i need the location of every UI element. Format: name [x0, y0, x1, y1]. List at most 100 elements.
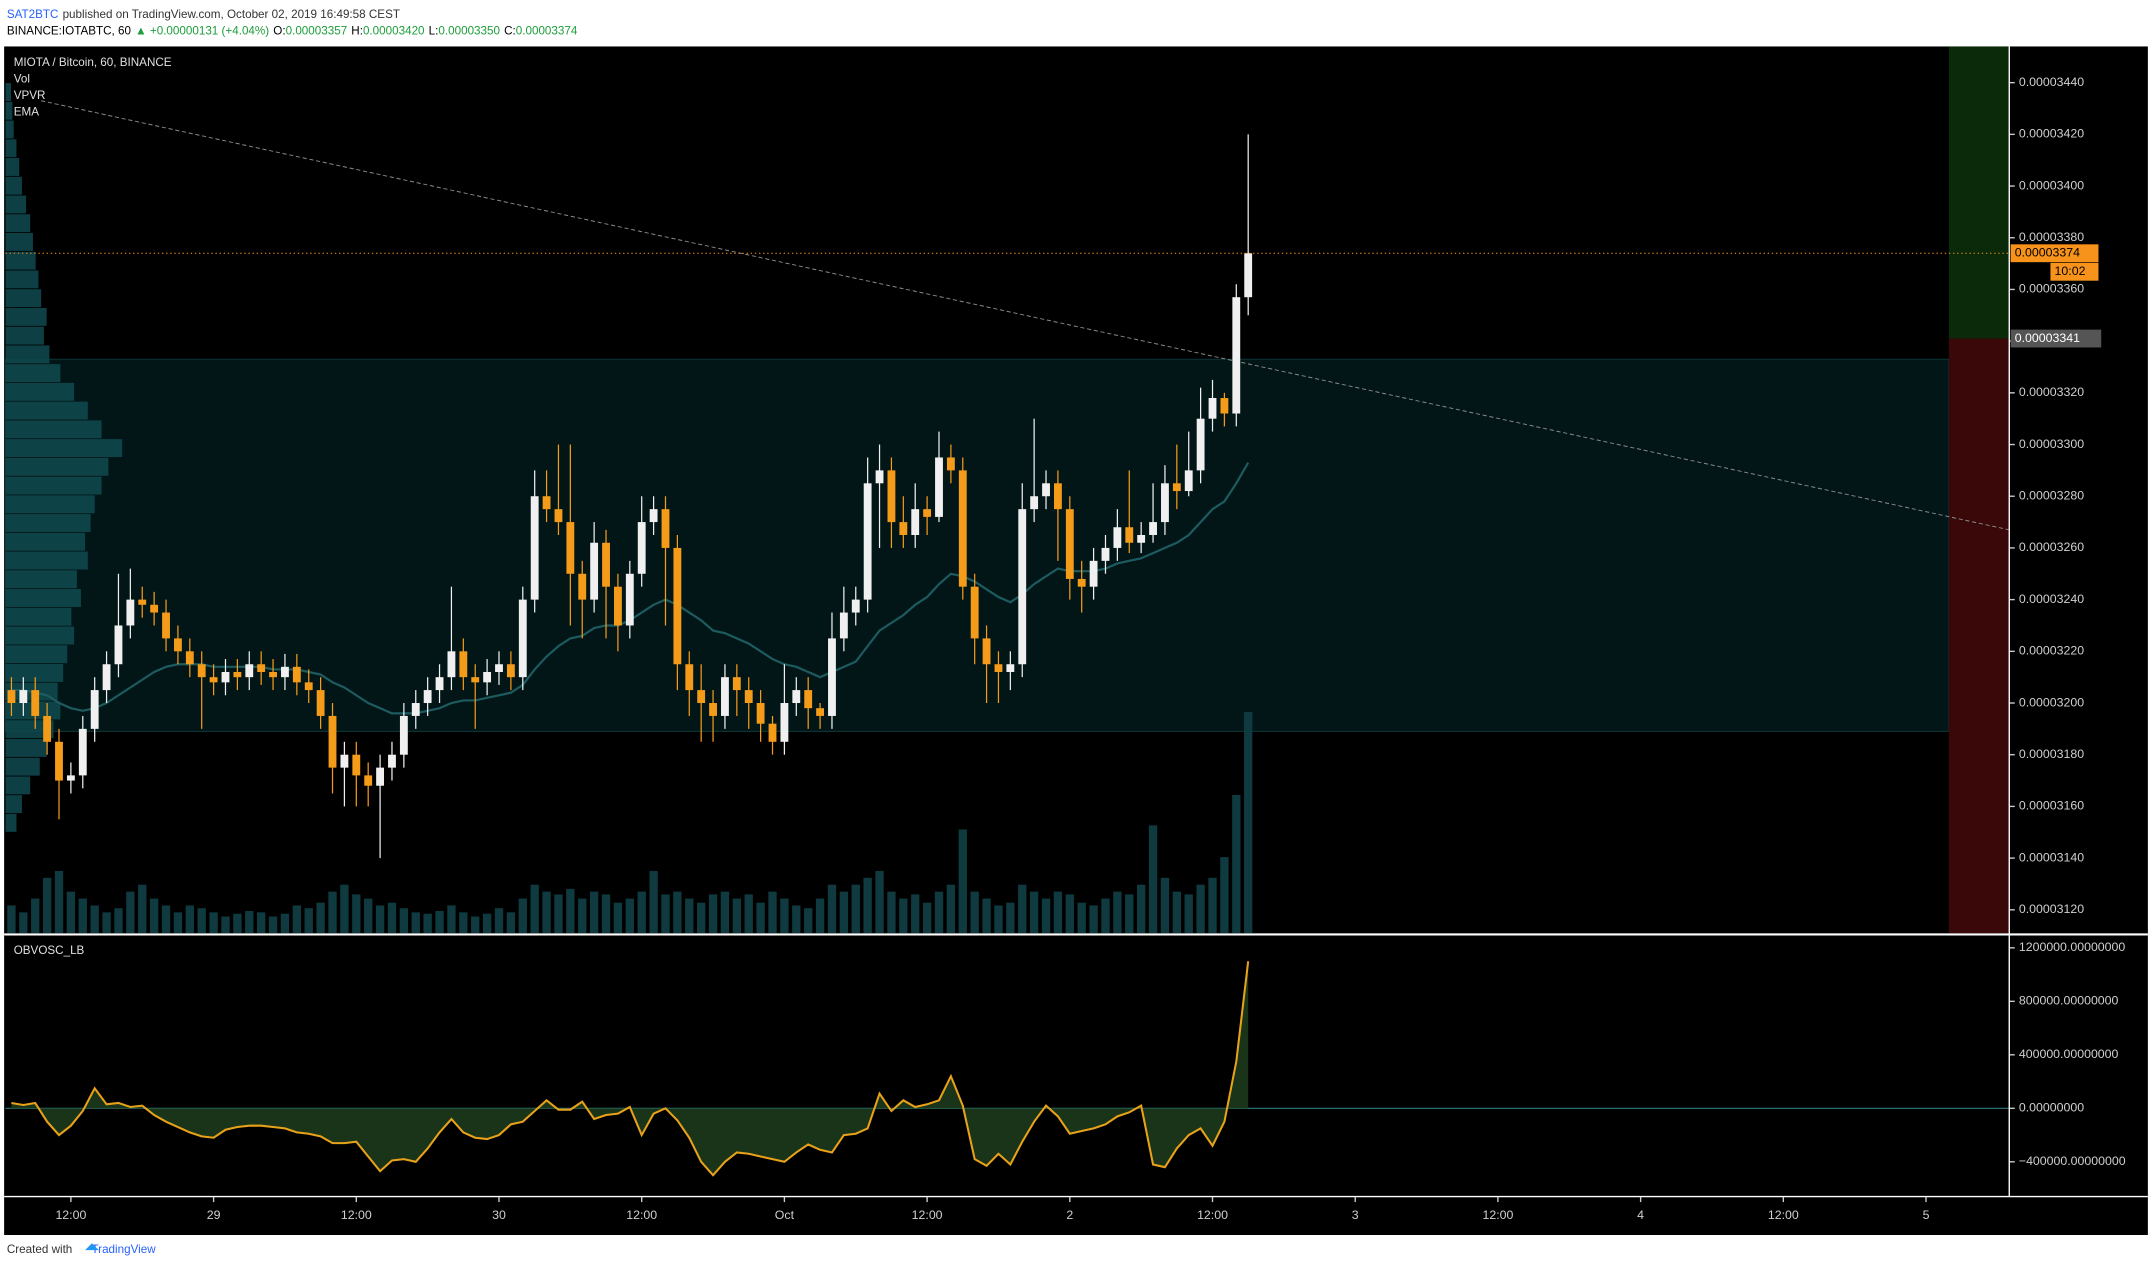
candle-body: [1149, 522, 1157, 536]
footer: Created with TradingView: [7, 1243, 156, 1256]
symbol: BINANCE:IOTABTC, 60: [7, 24, 132, 37]
vpvr-bar: [5, 476, 102, 495]
candle-body: [578, 573, 587, 600]
ohlc-value: 0.00003420: [363, 24, 425, 37]
candle-body: [423, 690, 432, 704]
candle-body: [1137, 535, 1146, 543]
candle-body: [411, 703, 420, 716]
candle-body: [1172, 483, 1181, 492]
volume-bar: [387, 902, 397, 934]
y-tick-label: 0.00003280: [2019, 488, 2084, 502]
vpvr-bar: [5, 607, 72, 626]
candle-body: [78, 728, 87, 776]
vpvr-bar: [5, 289, 42, 308]
candle-body: [721, 677, 729, 716]
candle-body: [851, 599, 860, 613]
volume-bar: [589, 891, 599, 934]
candle-body: [637, 522, 646, 574]
y-tick-label: 0.00003380: [2019, 230, 2084, 244]
candle-body: [590, 542, 599, 600]
author[interactable]: SAT2BTC: [7, 8, 59, 21]
volume-bar: [185, 905, 194, 934]
volume-bar: [792, 905, 801, 934]
y-tick-label: 0.00003400: [2019, 178, 2084, 192]
volume-bar: [209, 912, 218, 934]
vpvr-bar: [5, 176, 22, 195]
candle-body: [55, 741, 63, 781]
volume-bar: [1029, 891, 1039, 934]
candle-body: [625, 573, 634, 626]
volume-bar: [958, 829, 967, 934]
candle-body: [613, 586, 622, 626]
volume-bar: [1125, 894, 1134, 934]
indicator-label[interactable]: EMA: [14, 105, 39, 118]
candle-body: [732, 677, 741, 691]
candle-body: [447, 651, 456, 678]
volume-bar: [78, 898, 87, 934]
y2-tick-label: −400000.00000000: [2019, 1154, 2126, 1168]
volume-bar: [1077, 902, 1086, 934]
published: published on TradingView.com, October 02…: [63, 8, 400, 21]
candle-body: [304, 682, 313, 691]
volume-bar: [138, 884, 147, 934]
candle-body: [185, 651, 194, 665]
candle-body: [1006, 664, 1015, 672]
y2-tick-label: 400000.00000000: [2019, 1047, 2119, 1061]
vpvr-bar: [5, 139, 17, 158]
volume-bar: [447, 905, 456, 934]
volume-bar: [804, 908, 813, 934]
vpvr-bar: [5, 214, 31, 233]
indicator-label[interactable]: VPVR: [14, 89, 46, 102]
volume-bar: [601, 894, 611, 934]
candle-body: [887, 470, 896, 523]
range-zone: [4, 358, 1950, 732]
volume-bar: [922, 902, 932, 934]
oscillator-title[interactable]: OBVOSC_LB: [14, 944, 85, 957]
candle-body: [126, 599, 135, 626]
candle-body: [114, 625, 123, 665]
volume-bar: [613, 902, 623, 934]
volume-bar: [661, 894, 670, 934]
candle-body: [102, 664, 111, 691]
candle-body: [245, 664, 254, 678]
volume-bar: [1041, 898, 1051, 934]
candle-body: [388, 754, 396, 768]
candle-body: [709, 703, 717, 716]
footer-brand[interactable]: TradingView: [92, 1243, 157, 1256]
y-tick-label: 0.00003260: [2019, 540, 2084, 554]
candle-body: [744, 690, 753, 704]
candle-body: [816, 708, 825, 716]
obv-line: [11, 961, 1250, 1177]
candle-body: [1030, 496, 1039, 510]
volume-bar: [102, 912, 111, 934]
vpvr-bar: [5, 326, 44, 345]
candle-body: [233, 671, 242, 678]
volume-bar: [1172, 891, 1181, 934]
vpvr-bar: [5, 232, 33, 251]
volume-bar: [197, 908, 206, 934]
candle-body: [138, 599, 147, 605]
vpvr-bar: [5, 645, 68, 664]
y-tick-label: 0.00003440: [2019, 75, 2084, 89]
x-tick-label: 12:00: [1768, 1208, 1799, 1222]
volume-bar: [887, 891, 896, 934]
volume-bar: [970, 891, 979, 934]
footer-text: Created with: [7, 1243, 72, 1256]
candle-body: [661, 509, 670, 548]
x-tick-label: 12:00: [341, 1208, 372, 1222]
candle-body: [1053, 483, 1062, 510]
vpvr-bar: [5, 345, 50, 364]
x-tick-label: 4: [1637, 1208, 1644, 1222]
volume-bar: [494, 908, 504, 934]
indicator-label[interactable]: Vol: [14, 72, 30, 85]
volume-bar: [352, 894, 361, 934]
volume-bar: [233, 913, 242, 934]
candle-body: [292, 666, 301, 683]
countdown-box: [2050, 262, 2099, 281]
level-label: 0.00003341: [2015, 331, 2080, 345]
volume-bar: [1018, 884, 1027, 934]
candle-body: [316, 690, 325, 716]
header-line: SAT2BTC published on TradingView.com, Oct…: [7, 8, 400, 21]
candle-body: [209, 677, 218, 683]
candle-body: [1018, 509, 1027, 665]
